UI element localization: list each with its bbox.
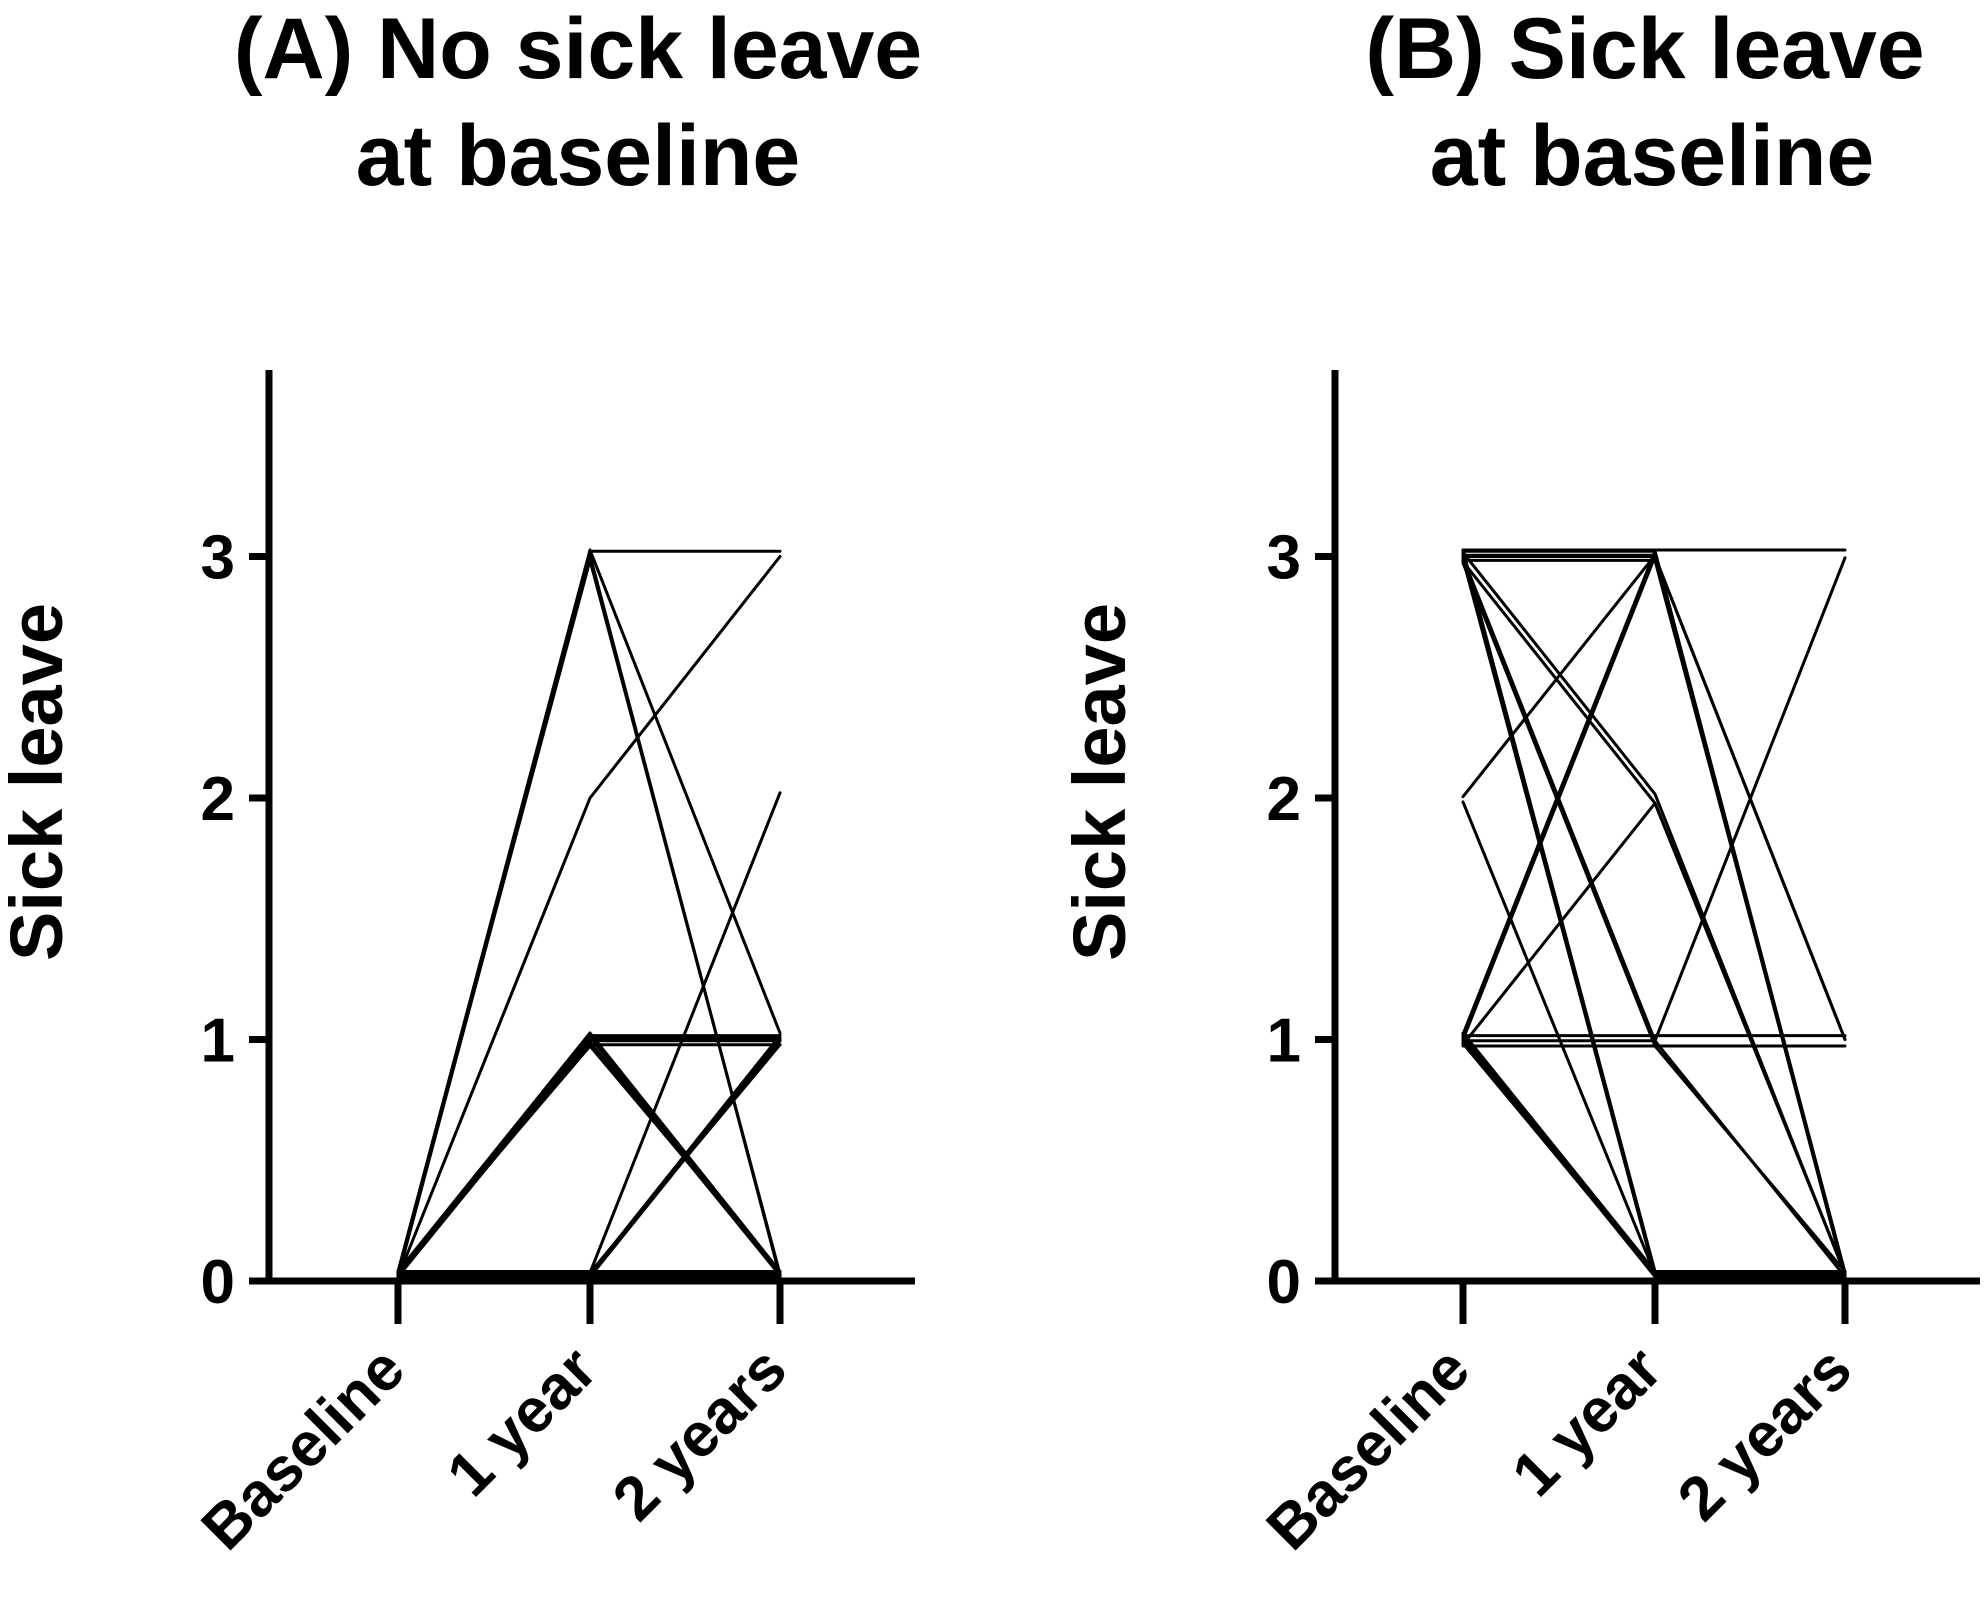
panel-a-x-tick-label-1: Baseline xyxy=(189,1334,418,1563)
panel-a-y-tick-label-3: 3 xyxy=(201,524,235,593)
panel-b-series-line-20 xyxy=(1461,1044,1847,1273)
panel-b-series-line-16 xyxy=(1461,555,1847,1041)
panel-a: (A) No sick leave at baseline Sick leave… xyxy=(0,1,922,1563)
panel-a-series-line-1 xyxy=(396,548,782,1273)
panel-a-series-line-9 xyxy=(396,1044,782,1273)
panel-a-series-line-8 xyxy=(396,1039,782,1279)
panel-a-series-group xyxy=(396,548,782,1279)
panel-b-title-line-1: (B) Sick leave xyxy=(1365,1,1924,97)
panel-b-series-line-8 xyxy=(1461,556,1847,1279)
panel-a-series-line-19 xyxy=(396,1039,782,1279)
panel-b-series-line-12 xyxy=(1461,548,1847,1273)
panel-a-y-tick-label-2: 2 xyxy=(201,765,235,834)
panel-a-series-line-14 xyxy=(396,1041,782,1276)
panel-b-title-line-2: at baseline xyxy=(1430,108,1875,204)
panel-a-series-line-12 xyxy=(396,1031,782,1273)
panel-b-series-line-22 xyxy=(1461,1040,1847,1277)
panel-b-y-tick-label-1: 1 xyxy=(1267,1007,1301,1076)
panel-a-title-line-2: at baseline xyxy=(356,108,801,204)
panel-b-y-tick-label-3: 3 xyxy=(1267,524,1301,593)
panel-a-title-line-1: (A) No sick leave xyxy=(234,1,922,97)
panel-a-series-line-18 xyxy=(396,1034,782,1276)
panel-a-series-line-6 xyxy=(396,1043,782,1275)
panel-a-series-line-17 xyxy=(396,1043,782,1275)
panel-a-series-line-13 xyxy=(396,1036,782,1279)
panel-b-series-line-10 xyxy=(1461,552,1847,1277)
panel-b-series-line-2 xyxy=(1461,553,1847,1279)
panel-b: (B) Sick leave at baseline Sick leave 0 1… xyxy=(1058,1,1980,1563)
panel-b-series-line-25 xyxy=(1461,1041,1847,1276)
panel-a-series-line-7 xyxy=(396,1034,782,1276)
panel-b-series-line-5 xyxy=(1461,555,1847,1041)
panel-b-series-line-3 xyxy=(1461,558,1847,1276)
panel-b-x-tick-label-3: 2 years xyxy=(1665,1334,1865,1534)
panel-b-series-line-13 xyxy=(1461,553,1847,1279)
panel-b-series-line-17 xyxy=(1461,801,1847,1275)
panel-a-series-line-4 xyxy=(396,549,782,1275)
panel-b-y-tick-label-0: 0 xyxy=(1267,1248,1301,1317)
panel-b-series-group xyxy=(1461,548,1847,1279)
panel-b-series-line-21 xyxy=(1461,1035,1847,1277)
panel-a-y-tick-label-0: 0 xyxy=(201,1248,235,1317)
panel-b-series-line-15 xyxy=(1461,549,1847,1275)
panel-b-series-line-23 xyxy=(1461,1031,1847,1273)
panel-b-x-tick-label-2: 1 year xyxy=(1499,1334,1675,1510)
panel-b-series-line-4 xyxy=(1461,549,1847,1275)
panel-a-x-tick-label-2: 1 year xyxy=(434,1334,610,1510)
panel-b-series-line-24 xyxy=(1461,1036,1847,1279)
panel-a-series-line-5 xyxy=(396,555,782,1279)
panel-b-series-line-19 xyxy=(1461,556,1847,1043)
panel-b-y-tick-label-2: 2 xyxy=(1267,765,1301,834)
panel-b-series-line-6 xyxy=(1461,560,1847,1275)
panel-a-series-line-2 xyxy=(396,553,782,1279)
panel-a-x-tick-label-3: 2 years xyxy=(600,1334,800,1534)
panel-a-series-line-3 xyxy=(396,558,782,1276)
panel-a-series-line-11 xyxy=(396,1040,782,1277)
panel-b-y-axis-label: Sick leave xyxy=(1058,603,1141,961)
panel-b-series-line-7 xyxy=(1461,551,1847,1276)
panel-a-y-tick-label-1: 1 xyxy=(201,1007,235,1076)
panel-a-series-line-10 xyxy=(396,1035,782,1277)
panel-b-x-tick-label-1: Baseline xyxy=(1254,1334,1483,1563)
panel-b-series-line-11 xyxy=(1461,557,1847,1277)
panel-a-y-axis-label: Sick leave xyxy=(0,603,78,961)
panel-a-series-line-16 xyxy=(396,1038,782,1279)
